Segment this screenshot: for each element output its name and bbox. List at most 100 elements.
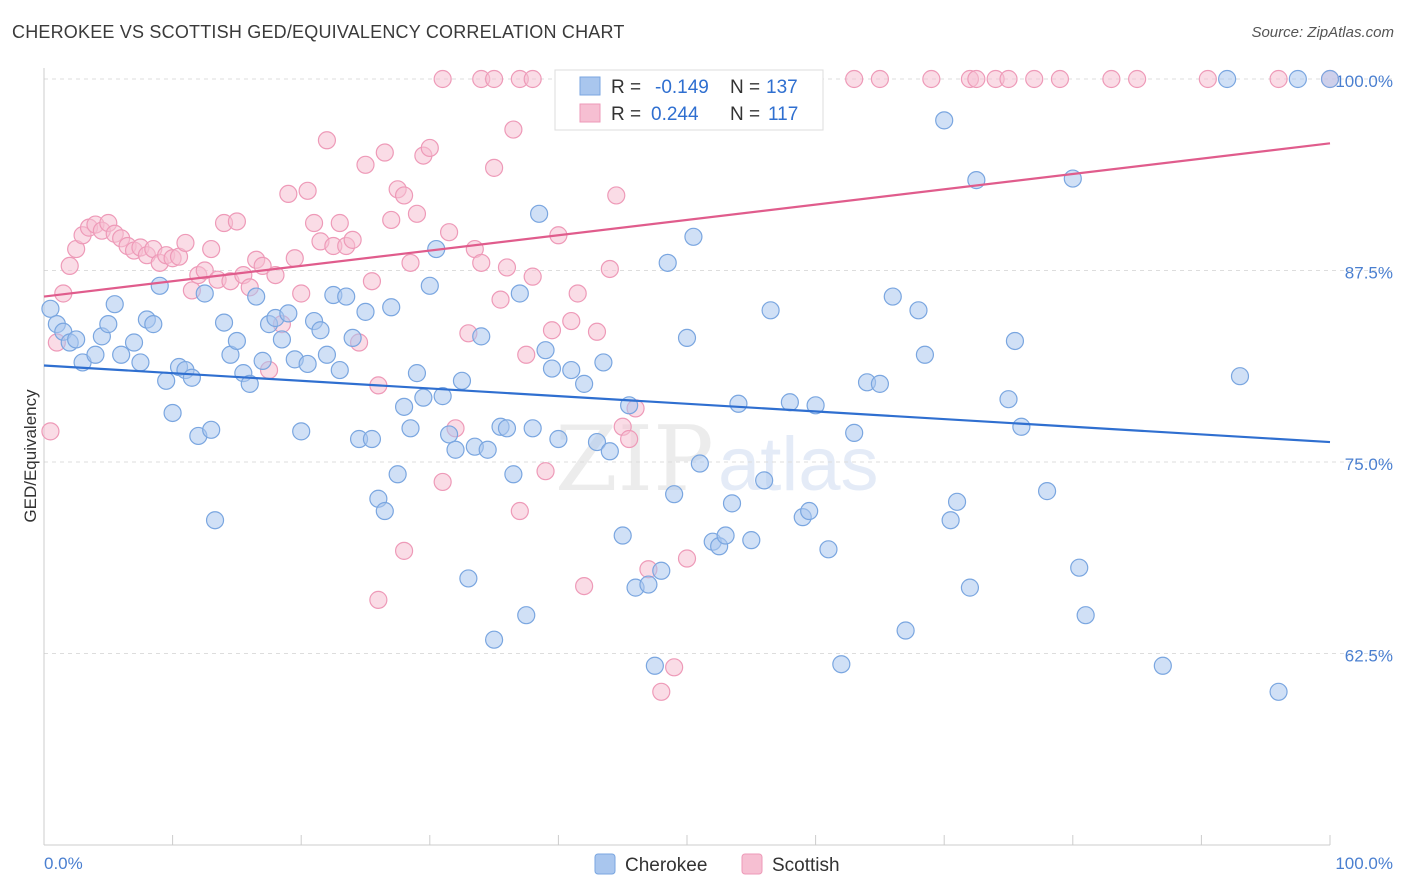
cherokee-point-23 (202, 420, 221, 439)
cherokee-point-20 (182, 368, 201, 387)
scottish-point-93 (485, 69, 504, 89)
scottish-point-37 (279, 184, 298, 203)
scottish-r-label: R = (611, 104, 641, 125)
y-axis-label: GED/Equivalency (21, 389, 40, 523)
cherokee-series-swatch (594, 853, 616, 875)
cherokee-point-122 (1012, 417, 1031, 436)
scottish-point-103 (870, 69, 890, 89)
cherokee-r-label: R = (611, 77, 641, 98)
cherokee-legend-swatch (579, 76, 601, 96)
cherokee-point-89 (658, 253, 677, 272)
cherokee-point-114 (915, 345, 935, 364)
scottish-point-29 (227, 212, 246, 231)
scottish-point-78 (575, 576, 594, 596)
scottish-point-86 (652, 682, 671, 701)
scottish-point-67 (491, 290, 510, 309)
scottish-point-0 (41, 422, 60, 441)
cherokee-point-30 (247, 287, 266, 306)
scottish-point-3 (60, 256, 79, 276)
cherokee-point-76 (542, 359, 562, 378)
scottish-point-81 (607, 186, 626, 205)
cherokee-point-51 (382, 298, 401, 317)
cherokee-point-53 (394, 397, 414, 416)
scottish-point-76 (562, 311, 581, 331)
cherokee-point-115 (935, 111, 954, 130)
cherokee-point-70 (504, 465, 523, 484)
x-tick-marks (43, 835, 1331, 845)
scottish-point-68 (497, 258, 517, 277)
cherokee-point-54 (401, 419, 420, 438)
scottish-point-80 (600, 259, 619, 279)
scottish-point-113 (1198, 69, 1217, 89)
cherokee-point-129 (1269, 682, 1288, 701)
cherokee-point-113 (909, 301, 928, 320)
cherokee-point-8 (99, 315, 118, 334)
scottish-point-57 (407, 204, 427, 223)
scottish-legend-swatch (579, 103, 601, 123)
y-tick-label-3: 62.5% (1345, 647, 1393, 666)
cherokee-point-56 (414, 388, 433, 407)
cherokee-point-25 (214, 313, 234, 332)
cherokee-point-61 (446, 440, 465, 459)
y-tick-label-1: 87.5% (1345, 264, 1393, 283)
cherokee-point-12 (131, 353, 150, 372)
scottish-point-60 (433, 472, 452, 492)
scottish-point-108 (999, 69, 1018, 89)
cherokee-point-4 (67, 330, 86, 349)
cherokee-point-99 (742, 531, 761, 550)
scottish-point-59 (420, 138, 439, 158)
x-tick-label-max: 100.0% (1335, 854, 1393, 873)
scottish-point-102 (845, 69, 864, 89)
scottish-point-111 (1102, 69, 1121, 89)
cherokee-point-125 (1070, 558, 1089, 577)
scottish-point-88 (677, 549, 697, 568)
scottish-point-72 (523, 267, 542, 286)
scottish-point-83 (620, 429, 639, 449)
cherokee-point-128 (1230, 367, 1250, 386)
scottish-point-90 (394, 541, 414, 560)
scottish-point-106 (967, 69, 986, 89)
cherokee-point-108 (845, 423, 864, 442)
scottish-point-38 (285, 249, 304, 268)
cherokee-point-31 (253, 351, 272, 370)
scottish-series-swatch (741, 853, 763, 875)
cherokee-point-0 (41, 299, 60, 318)
source-label: Source: ZipAtlas.com (1251, 24, 1394, 41)
cherokee-trend-line (43, 364, 1331, 444)
cherokee-point-52 (388, 465, 407, 484)
cherokee-point-101 (761, 301, 780, 320)
cherokee-point-127 (1153, 656, 1172, 675)
cherokee-point-59 (433, 387, 452, 406)
scottish-point-43 (317, 131, 337, 150)
cherokee-point-10 (112, 345, 131, 364)
cherokee-points (41, 69, 1340, 701)
watermark: ZIP atlas (555, 407, 879, 512)
cherokee-point-98 (729, 394, 748, 413)
scottish-point-77 (568, 284, 587, 303)
cherokee-point-67 (485, 630, 504, 649)
cherokee-point-106 (819, 540, 838, 559)
cherokee-point-131 (1288, 69, 1307, 89)
cherokee-point-87 (645, 656, 664, 675)
scottish-point-24 (195, 261, 214, 280)
scottish-n-label: N = (730, 104, 760, 125)
stats-legend: R = -0.149 N = 137 R = 0.244 N = 117 (554, 69, 824, 131)
cherokee-point-48 (362, 429, 382, 449)
cherokee-point-121 (1005, 331, 1025, 351)
scottish-point-74 (542, 321, 562, 340)
cherokee-point-47 (356, 302, 375, 321)
scottish-point-65 (472, 253, 491, 272)
scottish-point-73 (536, 462, 555, 481)
scottish-point-61 (439, 223, 459, 242)
scottish-point-52 (375, 143, 394, 162)
cherokee-point-88 (652, 561, 671, 580)
y-tick-label-0: 100.0% (1335, 72, 1393, 91)
cherokee-point-45 (343, 328, 362, 348)
scottish-point-109 (1025, 69, 1044, 89)
cherokee-point-27 (227, 331, 246, 351)
cherokee-point-126 (1076, 606, 1095, 625)
scottish-point-47 (343, 230, 362, 249)
scottish-point-104 (922, 69, 941, 89)
x-tick-label-min: 0.0% (44, 854, 83, 873)
cherokee-point-104 (800, 501, 819, 521)
